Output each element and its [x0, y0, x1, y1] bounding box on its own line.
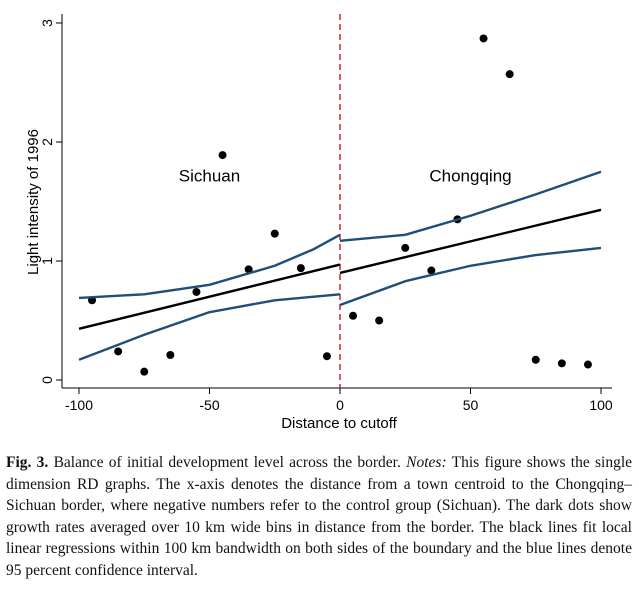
data-point	[427, 266, 436, 275]
ci-line	[78, 293, 341, 361]
data-point	[192, 287, 201, 296]
y-tick-label: 0	[39, 376, 55, 384]
caption-notes-label: Notes:	[406, 454, 447, 471]
annotation-chongqing: Chongqing	[429, 166, 511, 185]
data-point	[218, 151, 227, 160]
y-axis-label: Light intensity of 1996	[25, 129, 42, 275]
y-tick-label: 3	[39, 19, 55, 27]
axes: -100 -50 0 50 100 0 1 2 3	[39, 14, 613, 413]
data-point	[505, 70, 514, 79]
figure-caption: Fig. 3. Balance of initial development l…	[6, 452, 632, 581]
data-point	[296, 264, 305, 273]
data-point	[479, 34, 488, 43]
data-point	[166, 351, 175, 360]
data-point	[583, 360, 592, 369]
caption-label: Fig. 3.	[6, 454, 49, 471]
x-tick-label: 50	[463, 397, 479, 413]
x-tick-label: -100	[65, 397, 93, 413]
ci-line	[339, 170, 602, 242]
data-point	[557, 359, 566, 368]
data-point	[270, 229, 279, 238]
data-point	[322, 352, 331, 361]
data-point	[244, 265, 253, 274]
fit-line	[339, 208, 602, 275]
y-tick-label: 1	[39, 257, 55, 265]
data-point	[114, 347, 123, 356]
annotation-sichuan: Sichuan	[179, 166, 240, 185]
data-point	[349, 311, 358, 320]
x-axis-label: Distance to cutoff	[281, 415, 397, 432]
data-point	[375, 316, 384, 325]
ci-line	[78, 233, 341, 300]
data-point	[531, 355, 540, 364]
rd-chart: -100 -50 0 50 100 0 1 2 3 Sichuan Chongqing Dista…	[25, 14, 613, 432]
caption-body: This figure shows the single dimension R…	[6, 454, 633, 579]
y-tick-label: 2	[39, 138, 55, 146]
data-point	[401, 243, 410, 252]
series-layer: Sichuan Chongqing	[78, 14, 602, 388]
x-tick-label: 0	[336, 397, 344, 413]
x-tick-label: 100	[589, 397, 613, 413]
x-tick-label: -50	[199, 397, 219, 413]
caption-title: Balance of initial development level acr…	[48, 454, 407, 471]
ci-line	[339, 246, 602, 307]
data-point	[140, 367, 149, 376]
fit-line	[78, 263, 341, 330]
